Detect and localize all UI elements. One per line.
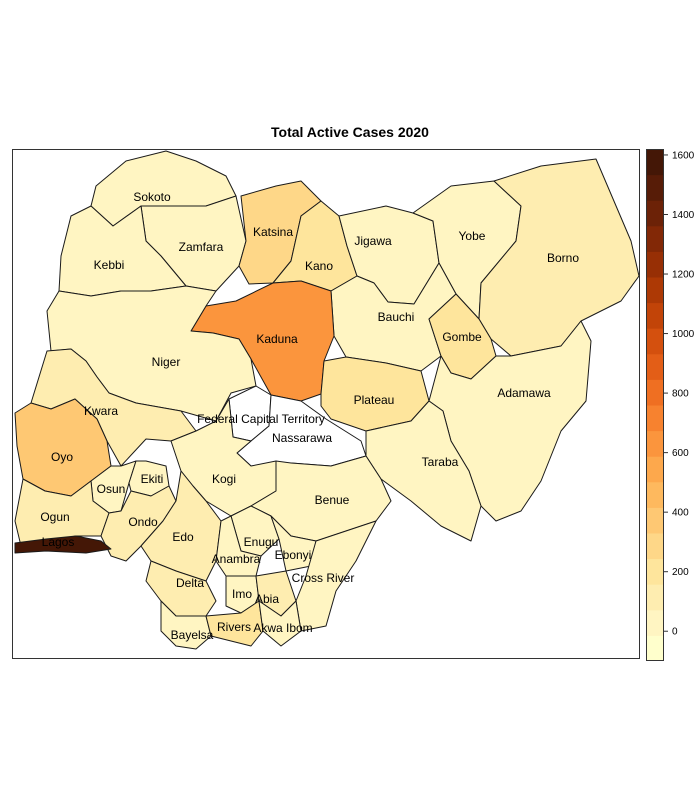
state-lagos	[14, 535, 112, 554]
state-label-bauchi: Bauchi	[378, 310, 415, 324]
legend-tick-label: 1000	[672, 329, 695, 340]
state-regions	[14, 150, 639, 650]
state-label-yobe: Yobe	[459, 229, 486, 243]
state-label-oyo: Oyo	[51, 450, 73, 464]
nigeria-map: Sokoto Zamfara Kebbi Katsina Kano Jigawa Yobe B…	[14, 150, 639, 650]
state-label-niger: Niger	[152, 355, 181, 369]
legend-bin	[646, 635, 664, 661]
legend-tick-label: 1600	[672, 150, 695, 161]
legend-tick-label: 1400	[672, 210, 695, 221]
state-label-plateau: Plateau	[354, 393, 395, 407]
state-label-rivers: Rivers	[217, 620, 251, 634]
legend-bin	[646, 533, 664, 560]
state-ondo	[100, 485, 177, 562]
state-label-edo: Edo	[172, 530, 194, 544]
legend-bin	[646, 609, 664, 636]
state-label-osun: Osun	[97, 482, 126, 496]
state-label-zamfara: Zamfara	[179, 240, 224, 254]
state-label-ebonyi: Ebonyi	[275, 548, 312, 562]
state-label-benue: Benue	[315, 493, 350, 507]
legend-bin	[646, 405, 664, 432]
legend-bin	[646, 353, 664, 380]
state-label-ogun: Ogun	[40, 510, 69, 524]
state-label-anambra: Anambra	[212, 552, 261, 566]
legend-bin	[646, 149, 664, 176]
state-label-imo: Imo	[232, 587, 252, 601]
legend-tick-label: 800	[672, 389, 689, 400]
legend-bin	[646, 430, 664, 457]
legend-bin	[646, 174, 664, 201]
state-label-cross-river: Cross River	[292, 571, 355, 585]
state-label-ondo: Ondo	[128, 515, 158, 529]
map-title: Total Active Cases 2020	[271, 124, 429, 140]
state-akwa-ibom	[258, 600, 302, 647]
legend-tick-label: 600	[672, 448, 689, 459]
state-label-enugu: Enugu	[244, 535, 279, 549]
legend-bin	[646, 225, 664, 252]
state-label-abia: Abia	[255, 592, 279, 606]
state-label-ekiti: Ekiti	[141, 472, 164, 486]
legend-bin	[646, 277, 664, 304]
legend-border	[646, 149, 664, 661]
legend-tick-label: 400	[672, 508, 689, 519]
state-label-kaduna: Kaduna	[256, 332, 298, 346]
state-label-delta: Delta	[176, 576, 204, 590]
legend-bin	[646, 558, 664, 585]
state-label-jigawa: Jigawa	[354, 234, 392, 248]
state-label-katsina: Katsina	[253, 225, 293, 239]
legend-bin	[646, 481, 664, 508]
color-legend: 0 200 400 600 800 1000 1200 1400 1600	[646, 149, 695, 661]
legend-tick-label: 1200	[672, 270, 695, 281]
state-label-federal-capital-territory: Federal Capital Territory	[197, 412, 325, 426]
legend-bin	[646, 584, 664, 611]
state-label-akwa-ibom: Akwa Ibom	[253, 621, 312, 635]
legend-bin	[646, 328, 664, 355]
state-label-gombe: Gombe	[442, 330, 482, 344]
state-label-adamawa: Adamawa	[497, 386, 551, 400]
map-frame: Sokoto Zamfara Kebbi Katsina Kano Jigawa Yobe B…	[12, 149, 640, 659]
state-labels: Sokoto Zamfara Kebbi Katsina Kano Jigawa Yobe B…	[40, 190, 579, 642]
legend-tick-label: 0	[672, 627, 678, 638]
legend-bin	[646, 379, 664, 406]
legend-bin	[646, 302, 664, 329]
legend-bin	[646, 507, 664, 534]
legend-bin	[646, 456, 664, 483]
legend-bin	[646, 200, 664, 227]
state-label-kwara: Kwara	[84, 404, 118, 418]
state-label-kano: Kano	[305, 259, 333, 273]
state-label-nassarawa: Nassarawa	[272, 431, 332, 445]
state-label-sokoto: Sokoto	[133, 190, 171, 204]
state-cross-river	[295, 520, 377, 632]
state-label-bayelsa: Bayelsa	[171, 628, 214, 642]
state-label-taraba: Taraba	[422, 455, 459, 469]
legend-bin	[646, 251, 664, 278]
state-label-borno: Borno	[547, 251, 579, 265]
state-label-kogi: Kogi	[212, 472, 236, 486]
state-label-lagos: Lagos	[42, 535, 75, 549]
legend-scale: 0 200 400 600 800 1000 1200 1400 1600	[646, 149, 695, 661]
state-bayelsa	[160, 600, 212, 650]
legend-tick-label: 200	[672, 567, 689, 578]
state-label-kebbi: Kebbi	[94, 258, 125, 272]
